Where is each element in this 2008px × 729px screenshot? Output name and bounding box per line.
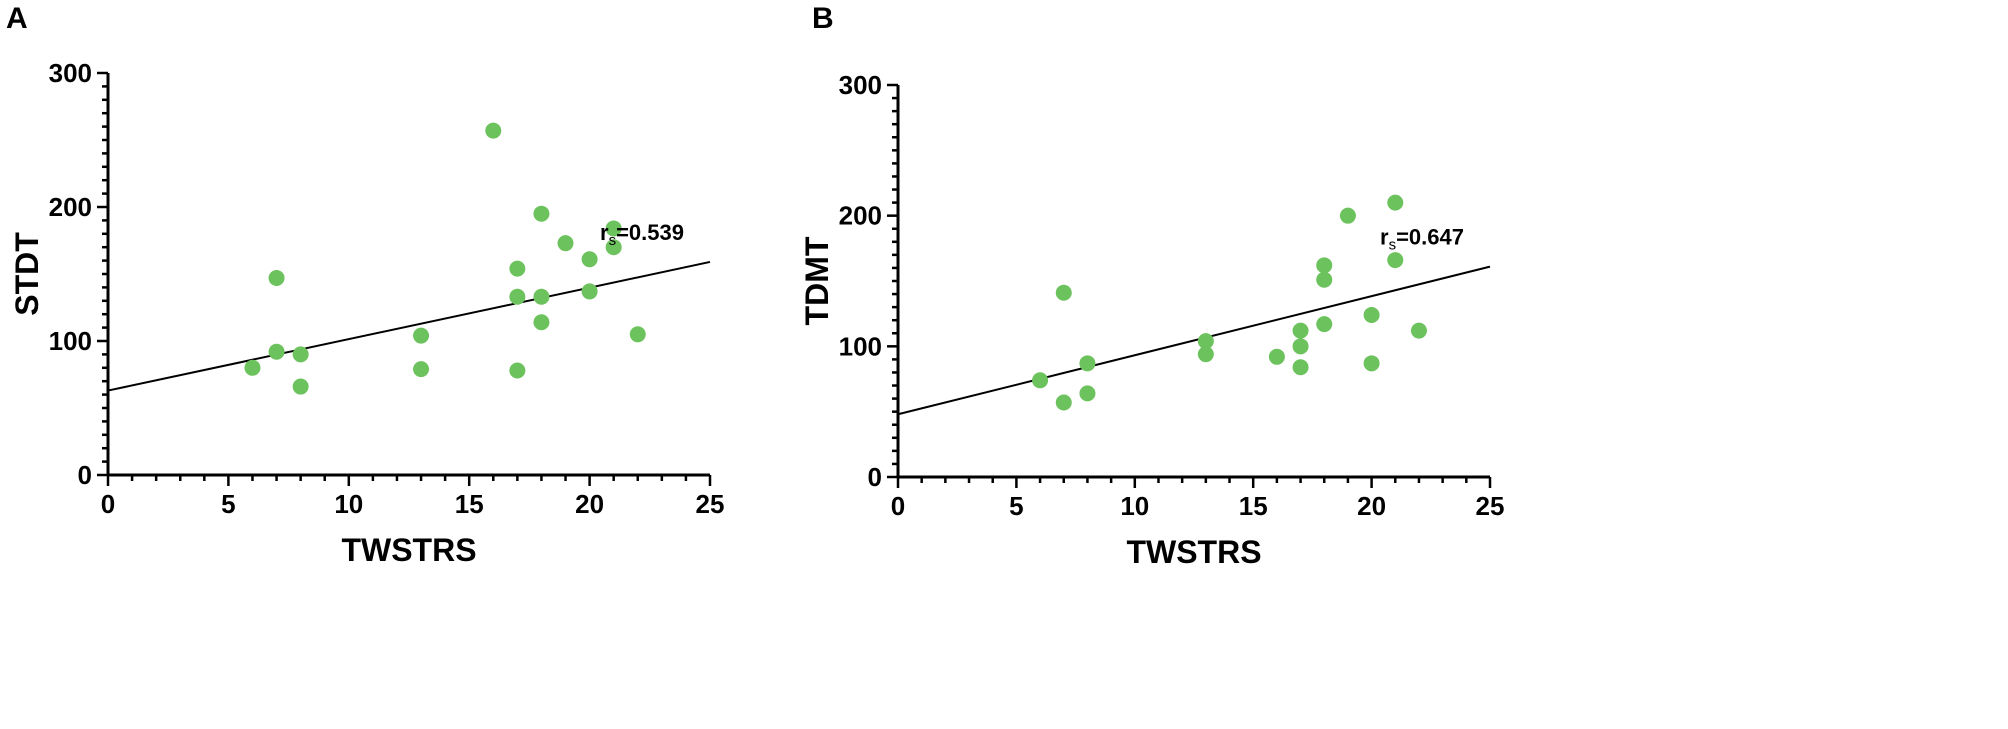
data-point [605,239,622,256]
r-symbol: r [1380,225,1389,250]
r-subscript: s [1389,237,1397,254]
data-point [1197,333,1214,350]
data-point [1079,385,1096,402]
regression-line [107,260,711,392]
y-tick-label: 200 [839,201,882,231]
x-tick-label: 20 [575,489,604,519]
y-tick-label: 200 [49,192,92,222]
r-symbol: r [600,220,609,245]
data-point [485,122,502,139]
data-point [1387,252,1404,269]
data-point [1055,284,1072,301]
data-point [557,235,574,252]
data-point [268,270,285,287]
x-tick-label: 15 [1239,491,1268,521]
y-tick-label: 0 [78,460,92,490]
data-point [413,327,430,344]
x-tick-label: 10 [334,489,363,519]
panel-label-a: A [6,2,28,35]
data-point [1339,207,1356,224]
y-tick-label: 300 [49,58,92,88]
x-tick-label: 0 [101,489,115,519]
data-point [605,220,622,237]
data-point [509,288,526,305]
data-point [581,283,598,300]
x-tick-label: 0 [891,491,905,521]
x-tick-label: 15 [455,489,484,519]
data-point [509,362,526,379]
r-value: =0.539 [616,220,684,245]
x-axis-title: TWSTRS [341,532,476,568]
x-tick-label: 25 [1476,491,1505,521]
x-tick-label: 20 [1357,491,1386,521]
data-point [413,361,430,378]
data-point [629,326,646,343]
x-tick-label: 10 [1120,491,1149,521]
data-point [1292,359,1309,376]
data-point [1387,194,1404,211]
y-tick-label: 100 [839,331,882,361]
data-point [581,251,598,268]
data-point [1316,316,1333,333]
data-point [1410,322,1427,339]
data-point [533,314,550,331]
data-point [1316,257,1333,274]
x-axis-title: TWSTRS [1126,534,1261,570]
correlation-label: rs=0.647 [1380,225,1464,254]
data-point [1268,348,1285,365]
data-point [1363,306,1380,323]
data-point [509,260,526,277]
r-subscript: s [609,232,617,249]
correlation-label: rs=0.539 [600,220,684,249]
data-point [1032,372,1049,389]
data-point [268,343,285,360]
r-value: =0.647 [1396,225,1464,250]
x-tick-label: 5 [221,489,235,519]
data-point [533,288,550,305]
x-tick-label: 5 [1009,491,1023,521]
panel-b: 0 5 10 15 20 25 0 100 200 300 TWSTRS TDMT rs=0.647 [799,70,1504,570]
y-tick-label: 100 [49,326,92,356]
y-tick-label: 0 [868,462,882,492]
y-axis-title: TDMT [799,236,835,325]
panel-label-b: B [812,2,834,35]
y-axis-title: STDT [9,232,45,316]
data-point [1292,322,1309,339]
y-tick-label: 300 [839,70,882,100]
data-point [1316,271,1333,288]
regression-line [897,265,1491,416]
data-point [533,205,550,222]
data-point [1363,355,1380,372]
x-tick-label: 25 [696,489,725,519]
data-point [292,378,309,395]
data-point [244,359,261,376]
data-point [1197,346,1214,363]
data-point [1079,355,1096,372]
data-point [1292,338,1309,355]
data-point [292,346,309,363]
panel-a: 0 5 10 15 20 25 0 100 200 300 TWSTRS STDT rs=0.539 [9,58,724,568]
data-point [1055,394,1072,411]
